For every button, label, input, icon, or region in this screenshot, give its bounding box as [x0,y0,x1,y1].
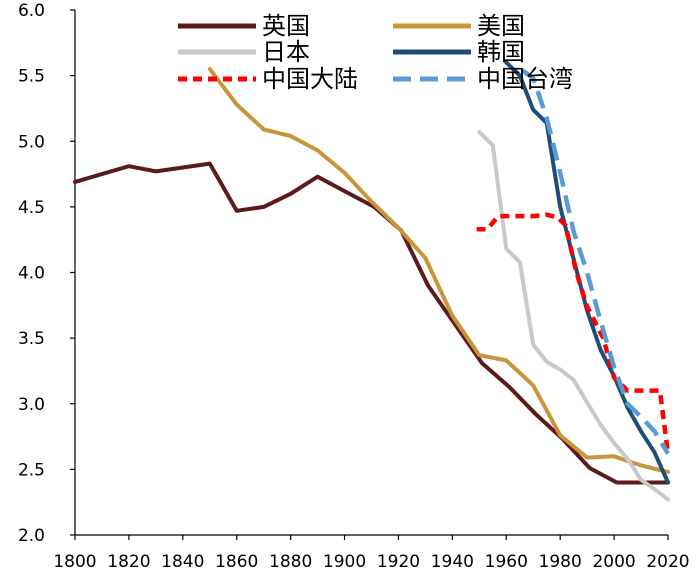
legend-label: 中国台湾 [477,65,573,93]
y-tick-label: 5.0 [18,132,45,152]
x-tick-label: 1880 [269,552,312,571]
x-tick-label: 1820 [107,552,150,571]
x-tick-label: 1940 [431,552,474,571]
y-tick-label: 4.5 [18,198,45,218]
x-tick-label: 1980 [539,552,582,571]
y-tick-label: 2.5 [18,460,45,480]
series-line-1 [207,67,670,474]
x-tick-label: 2000 [592,552,635,571]
legend-label: 韩国 [477,38,525,66]
legend-label: 日本 [262,38,310,66]
series-line-3 [504,60,670,485]
x-tick-label: 1860 [215,552,258,571]
series-layer [73,60,671,502]
series-line-0 [73,161,670,485]
x-tick-label: 1900 [323,552,366,571]
axes: 2.0 2.5 3.0 3.5 4.0 4.5 5.0 5.5 6.0 1800 1820 1840 1… [18,1,690,571]
x-tick-label: 1920 [377,552,420,571]
x-tick-label: 1800 [53,552,96,571]
legend-label: 中国大陆 [262,65,358,93]
x-tick-label: 1840 [161,552,204,571]
y-tick-label: 4.0 [18,264,45,284]
y-tick-label: 2.0 [18,526,45,546]
y-tick-label: 6.0 [18,1,45,21]
x-tick-label: 1960 [485,552,528,571]
series-line-5 [521,68,670,455]
legend-label: 英国 [262,12,310,40]
x-tick-label: 2020 [646,552,689,571]
y-tick-label: 5.5 [18,67,45,87]
series-line-2 [477,130,670,502]
y-tick-label: 3.5 [18,329,45,349]
legend-label: 美国 [477,12,525,40]
y-tick-label: 3.0 [18,395,45,415]
